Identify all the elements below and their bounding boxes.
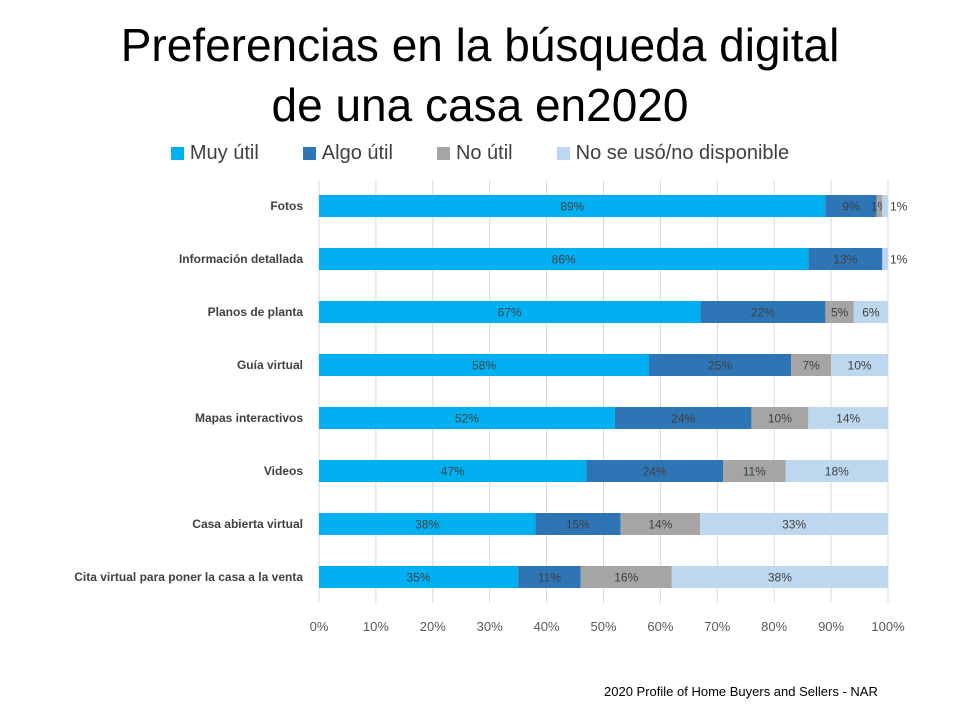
data-label: 1%: [890, 200, 908, 214]
source-note: 2020 Profile of Home Buyers and Sellers …: [604, 684, 878, 699]
bar-segment: [722, 460, 786, 482]
bar-segment: [319, 195, 826, 217]
bar-segment: [319, 354, 650, 376]
data-label: 14%: [648, 518, 672, 532]
x-tick-label: 80%: [761, 619, 787, 634]
legend-label: Muy útil: [189, 142, 259, 164]
bar-segment: [319, 248, 809, 270]
x-tick-label: 30%: [477, 619, 503, 634]
data-label: 58%: [472, 359, 496, 373]
bar-segment: [614, 407, 752, 429]
bar-segment: [518, 566, 581, 588]
bar-segment: [586, 460, 723, 482]
x-tick-label: 0%: [310, 619, 329, 634]
legend-swatch: [436, 147, 450, 160]
category-label: Casa abierta virtual: [192, 517, 303, 531]
legend-swatch: [170, 147, 184, 160]
data-label: 5%: [831, 306, 849, 320]
data-label: 24%: [643, 465, 667, 479]
category-label: Cita virtual para poner la casa a la ven…: [74, 570, 303, 584]
chart-title-line-2: de una casa en2020: [271, 79, 689, 131]
bar-segment: [535, 513, 621, 535]
legend-swatch: [302, 147, 316, 160]
data-label: 7%: [803, 359, 821, 373]
category-label: Planos de planta: [208, 305, 304, 319]
bar-segment: [671, 566, 888, 588]
bar-segment: [808, 248, 883, 270]
chart-title-line-1: Preferencias en la búsqueda digital: [120, 19, 840, 71]
data-label: 13%: [833, 253, 857, 267]
bar-segment: [876, 195, 883, 217]
legend-item: Muy útil: [170, 142, 259, 165]
bar-segment: [700, 301, 826, 323]
data-label: 18%: [825, 465, 849, 479]
data-label: 25%: [708, 359, 732, 373]
data-label: 14%: [836, 412, 860, 426]
x-tick-label: 20%: [420, 619, 446, 634]
data-label: 1%: [890, 253, 908, 267]
bar-segment: [825, 301, 854, 323]
legend-item: No útil: [436, 142, 513, 165]
x-tick-label: 10%: [363, 619, 389, 634]
data-label: 11%: [538, 571, 561, 585]
x-tick-label: 100%: [871, 619, 905, 634]
data-label: 22%: [751, 306, 775, 320]
bar-segment: [882, 248, 888, 270]
bar-segment: [825, 195, 877, 217]
bar-segment: [319, 566, 519, 588]
data-label: 52%: [455, 412, 479, 426]
data-label: 24%: [671, 412, 695, 426]
data-label: 38%: [768, 571, 792, 585]
bar-segment: [882, 195, 888, 217]
legend-swatch: [556, 147, 570, 160]
x-tick-label: 90%: [818, 619, 844, 634]
bar-segment: [751, 407, 809, 429]
x-tick-label: 70%: [704, 619, 730, 634]
bar-segment: [319, 513, 536, 535]
data-label: 10%: [768, 412, 792, 426]
data-label: 16%: [614, 571, 638, 585]
bar-segment: [785, 460, 888, 482]
category-label: Fotos: [270, 199, 303, 213]
data-label: 67%: [498, 306, 522, 320]
bar-segment: [700, 513, 888, 535]
category-label: Mapas interactivos: [195, 411, 303, 425]
bar-segment: [649, 354, 792, 376]
data-label: 15%: [566, 518, 590, 532]
category-label: Guía virtual: [237, 358, 303, 372]
data-label: 89%: [560, 200, 584, 214]
bar-segment: [831, 354, 888, 376]
data-label: 10%: [848, 359, 872, 373]
bar-segment: [620, 513, 701, 535]
data-label: 35%: [407, 571, 431, 585]
bar-segment: [319, 407, 615, 429]
bar-segment: [791, 354, 832, 376]
bar-segment: [580, 566, 672, 588]
bar-segment: [319, 301, 701, 323]
legend-item: No se usó/no disponible: [556, 142, 790, 165]
legend-label: Algo útil: [321, 142, 393, 164]
x-tick-label: 60%: [647, 619, 673, 634]
data-label: 38%: [415, 518, 439, 532]
bar-segment: [853, 301, 888, 323]
data-label: 9%: [842, 200, 860, 214]
data-label: 33%: [782, 518, 806, 532]
legend-label: No se usó/no disponible: [575, 142, 790, 164]
bar-segment: [319, 460, 587, 482]
data-label: 11%: [743, 465, 766, 479]
bar-segment: [808, 407, 888, 429]
legend-label: No útil: [455, 142, 513, 164]
data-label: 47%: [441, 465, 465, 479]
legend: Muy útil Algo útil No útil No se usó/no dis…: [0, 142, 960, 165]
legend-item: Algo útil: [302, 142, 393, 165]
x-tick-label: 40%: [534, 619, 560, 634]
category-label: Videos: [264, 464, 303, 478]
data-label: 86%: [552, 253, 576, 267]
data-label: 6%: [862, 306, 880, 320]
category-label: Información detallada: [179, 252, 303, 266]
x-tick-label: 50%: [590, 619, 616, 634]
